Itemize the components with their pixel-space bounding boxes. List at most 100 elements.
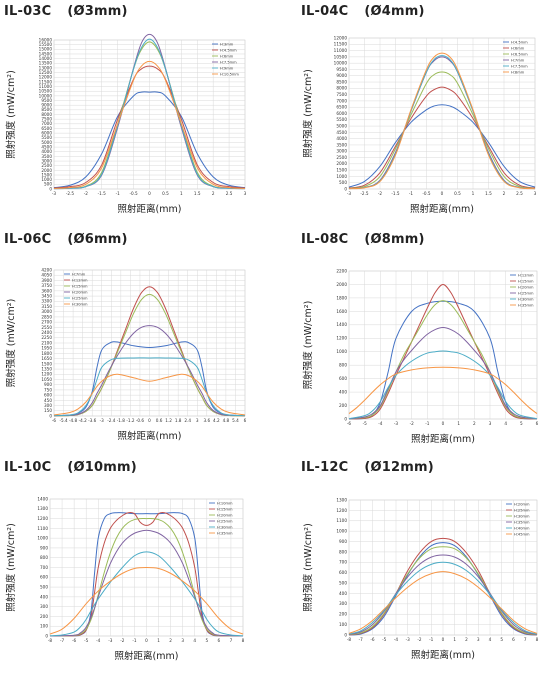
x-tick-label: 0 <box>441 191 444 196</box>
x-tick-label: 2.5 <box>226 191 233 196</box>
x-tick-label: 2 <box>169 638 172 643</box>
chart-panel-il-06c: IL-06C (Ø6mm) 0 150 300 450 600 750 900 1050 1200… <box>0 228 277 454</box>
y-tick-label: 2000 <box>41 168 52 173</box>
x-tick-label: -4 <box>394 637 399 642</box>
x-tick-label: 4 <box>193 638 196 643</box>
chart-panel-il-12c: IL-12C (Ø12mm) 0 100 200 300 400 500 600 700 800 9… <box>297 456 554 682</box>
y-tick-label: 400 <box>40 594 48 599</box>
x-tick-label: 6 <box>218 638 221 643</box>
x-tick-label: 2 <box>503 191 506 196</box>
series-line <box>53 60 246 189</box>
y-axis-label: 照射强度 (mW/cm²) <box>5 70 17 159</box>
legend: H:20mm H:25mm H:30mm H:35mm H:40mm H:45mm <box>506 502 530 536</box>
series-line <box>348 561 538 635</box>
y-tick-label: 2400 <box>41 330 52 335</box>
x-tick-label: 1 <box>472 191 475 196</box>
panel-title: IL-12C (Ø12mm) <box>301 460 434 475</box>
legend-label: H:6mm <box>511 46 525 50</box>
legend-label: H:7.5mm <box>511 64 528 68</box>
x-tick-label: 3 <box>534 191 537 196</box>
y-tick-label: 9500 <box>336 67 347 72</box>
x-tick-label: 3 <box>196 418 199 423</box>
x-tick-label: -1 <box>425 421 430 426</box>
series-line <box>348 327 538 420</box>
model-label: IL-06C <box>4 232 52 247</box>
x-tick-label: -4 <box>378 421 383 426</box>
y-tick-label: 1500 <box>336 168 347 173</box>
y-tick-label: 1650 <box>41 356 52 361</box>
y-tick-label: 500 <box>339 180 347 185</box>
legend-label: H:6mm <box>220 54 234 58</box>
x-tick-label: -1.5 <box>98 191 107 196</box>
diameter-label: (Ø10mm) <box>67 460 137 475</box>
y-tick-label: 5500 <box>41 135 52 140</box>
x-tick-label: -7 <box>60 638 65 643</box>
y-tick-label: 13500 <box>39 61 53 66</box>
legend-label: H:45mm <box>514 532 530 536</box>
legend-label: H:25mm <box>217 519 233 523</box>
legend-label: H:20mm <box>514 502 530 506</box>
x-tick-label: -2 <box>120 638 125 643</box>
y-tick-label: 900 <box>44 382 52 387</box>
series-line <box>348 283 538 420</box>
legend-label: H:7mm <box>72 272 86 276</box>
diameter-label: (Ø3mm) <box>67 4 128 19</box>
x-tick-label: 1.2 <box>165 418 172 423</box>
x-axis-label: 照射距离(mm) <box>410 203 474 215</box>
x-tick-label: -3.6 <box>88 418 97 423</box>
chart-svg: 0500100015002000250030003500400045005000… <box>302 35 537 215</box>
x-tick-label: -2 <box>417 637 422 642</box>
diameter-label: (Ø12mm) <box>364 460 434 475</box>
x-tick-label: 6 <box>536 421 539 426</box>
series-line <box>348 86 536 189</box>
x-tick-label: -7 <box>359 637 364 642</box>
y-tick-label: 900 <box>40 545 48 550</box>
x-tick-label: 3 <box>244 191 247 196</box>
y-tick-label: 500 <box>339 580 347 585</box>
legend: H:12mm H:15mm H:20mm H:25mm H:30mm H:35mm <box>510 273 534 307</box>
chart-svg: 0 200 400 600 800 1000 1200 1400 1600 1800 2000 220… <box>302 268 539 445</box>
y-tick-label: 700 <box>40 565 48 570</box>
series-line <box>53 38 246 190</box>
y-tick-label: 1350 <box>41 366 52 371</box>
legend-label: H:20mm <box>72 290 88 294</box>
legend-label: H:30mm <box>217 525 233 529</box>
x-tick-label: -4.2 <box>79 418 88 423</box>
model-label: IL-03C <box>4 4 52 19</box>
y-tick-label: 9000 <box>336 73 347 78</box>
x-tick-label: 5 <box>500 637 503 642</box>
y-tick-label: 11000 <box>39 84 53 89</box>
x-tick-label: 7 <box>230 638 233 643</box>
y-tick-label: 12500 <box>39 70 53 75</box>
y-tick-label: 10000 <box>39 93 53 98</box>
y-tick-label: 2850 <box>41 314 52 319</box>
y-tick-label: 14000 <box>39 56 53 61</box>
legend-label: H:9mm <box>220 66 234 70</box>
legend-label: H:25mm <box>518 291 534 295</box>
x-tick-label: 2.4 <box>184 418 191 423</box>
chart-svg: 0 100 200 300 400 500 600 700 800 900 1000 1100 1200… <box>5 496 245 662</box>
y-tick-label: 3900 <box>41 278 52 283</box>
y-tick-label: 2200 <box>336 268 347 273</box>
panel-title: IL-06C (Ø6mm) <box>4 232 128 247</box>
y-tick-label: 11000 <box>334 48 348 53</box>
x-tick-label: 3 <box>489 421 492 426</box>
x-tick-label: 1.5 <box>485 191 492 196</box>
x-tick-label: 0.6 <box>156 418 163 423</box>
x-tick-label: -1 <box>116 191 121 196</box>
series-line <box>348 542 538 636</box>
legend-label: H:3mm <box>220 42 234 46</box>
y-tick-label: 11500 <box>334 42 348 47</box>
y-tick-label: 700 <box>339 560 347 565</box>
y-tick-label: 3500 <box>336 142 347 147</box>
x-tick-label: -3 <box>394 421 399 426</box>
y-tick-label: 3450 <box>41 293 52 298</box>
x-tick-label: 5 <box>520 421 523 426</box>
legend-label: H:12mm <box>72 278 88 282</box>
y-tick-label: 1500 <box>41 361 52 366</box>
x-tick-label: -5 <box>363 421 368 426</box>
legend-label: H:20mm <box>217 513 233 517</box>
x-tick-label: -6 <box>52 418 57 423</box>
chart-panel-il-08c: IL-08C (Ø8mm) 0 200 400 600 800 1000 1200 1400 16… <box>297 228 554 454</box>
y-tick-label: 1800 <box>41 351 52 356</box>
